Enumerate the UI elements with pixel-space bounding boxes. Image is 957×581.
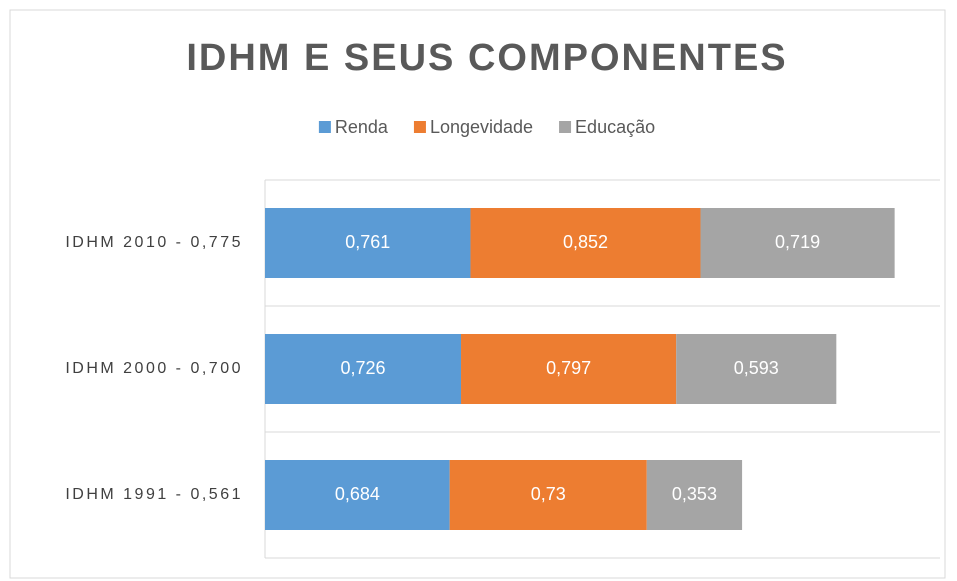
legend-swatch: [318, 121, 331, 133]
y-tick-label: IDHM 2000 - 0,700: [65, 360, 243, 377]
legend-swatch: [413, 121, 426, 133]
data-label: 0,797: [546, 358, 591, 378]
bar-segment: [449, 460, 647, 530]
y-tick-label: IDHM 1991 - 0,561: [65, 486, 243, 503]
data-label: 0,719: [775, 232, 820, 252]
bar-segment: [265, 460, 450, 530]
bar-segment: [470, 208, 701, 278]
legend-label: Longevidade: [430, 117, 533, 137]
data-label: 0,353: [672, 484, 717, 504]
chart-title: IDHM E SEUS COMPONENTES: [186, 37, 787, 79]
data-label: 0,726: [340, 358, 385, 378]
data-label: 0,761: [345, 232, 390, 252]
bar-segment: [676, 334, 837, 404]
legend-swatch: [559, 121, 572, 133]
bar-segment: [265, 208, 471, 278]
data-label: 0,684: [335, 484, 380, 504]
data-label: 0,593: [734, 358, 779, 378]
data-label: 0,73: [531, 484, 566, 504]
legend-label: Renda: [335, 117, 389, 137]
y-tick-label: IDHM 2010 - 0,775: [65, 234, 243, 251]
data-label: 0,852: [563, 232, 608, 252]
bar-segment: [265, 334, 462, 404]
bar-segment: [646, 460, 743, 530]
legend-label: Educação: [575, 117, 655, 137]
bar-segment: [461, 334, 677, 404]
bar-segment: [700, 208, 895, 278]
